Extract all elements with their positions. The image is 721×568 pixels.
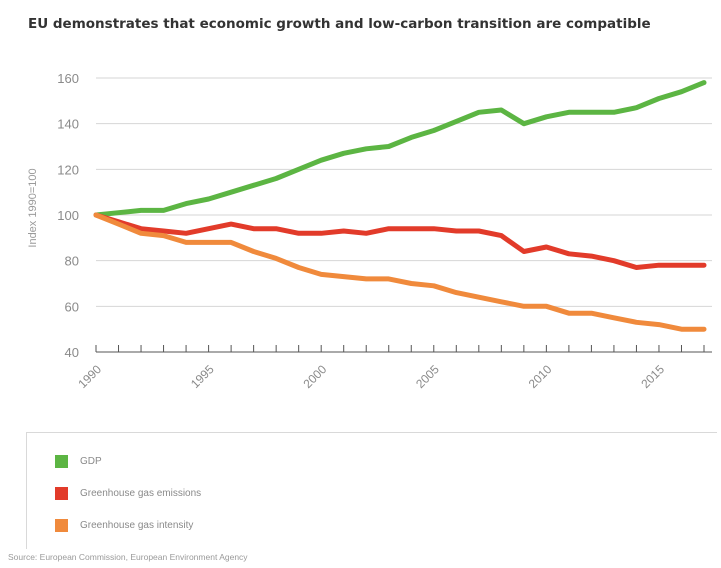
legend-swatch-intensity — [55, 519, 68, 532]
series-line — [93, 80, 707, 218]
x-tick-label: 2015 — [638, 362, 667, 391]
legend-item-emissions: Greenhouse gas emissions — [55, 487, 201, 500]
legend-swatch-emissions — [55, 487, 68, 500]
y-tick-label: 100 — [57, 208, 79, 223]
series-line — [93, 212, 707, 270]
y-axis-label: Index 1990=100 — [27, 168, 39, 247]
legend-label: Greenhouse gas intensity — [80, 520, 194, 531]
chart-title: EU demonstrates that economic growth and… — [28, 16, 651, 32]
x-tick-label: 2005 — [413, 362, 442, 391]
y-tick-label: 140 — [57, 117, 79, 132]
y-tick-label: 60 — [65, 299, 79, 314]
x-tick-label: 2000 — [301, 362, 330, 391]
legend-item-gdp: GDP — [55, 455, 102, 468]
y-tick-label: 40 — [65, 345, 79, 360]
y-tick-label: 120 — [57, 162, 79, 177]
legend: GDP Greenhouse gas emissions Greenhouse … — [26, 432, 717, 549]
gridlines — [96, 77, 712, 307]
source-note: Source: European Commission, European En… — [8, 552, 248, 562]
x-axis — [95, 345, 712, 353]
x-tick-labels: 1990 1995 2000 2005 2010 2015 — [75, 362, 667, 391]
series-line — [93, 212, 707, 332]
y-tick-label: 80 — [65, 254, 79, 269]
y-tick-label: 160 — [57, 71, 79, 86]
x-tick-label: 1990 — [75, 362, 104, 391]
legend-swatch-gdp — [55, 455, 68, 468]
line-chart: 40 60 80 100 120 140 160 1990 1995 2000 2005 2010 2… — [27, 71, 712, 391]
series-lines — [93, 80, 707, 332]
x-tick-label: 1995 — [188, 362, 217, 391]
y-tick-labels: 40 60 80 100 120 140 160 — [57, 71, 79, 360]
legend-label: GDP — [80, 456, 102, 467]
legend-item-intensity: Greenhouse gas intensity — [55, 519, 193, 532]
legend-label: Greenhouse gas emissions — [80, 488, 202, 499]
x-tick-label: 2010 — [526, 362, 555, 391]
